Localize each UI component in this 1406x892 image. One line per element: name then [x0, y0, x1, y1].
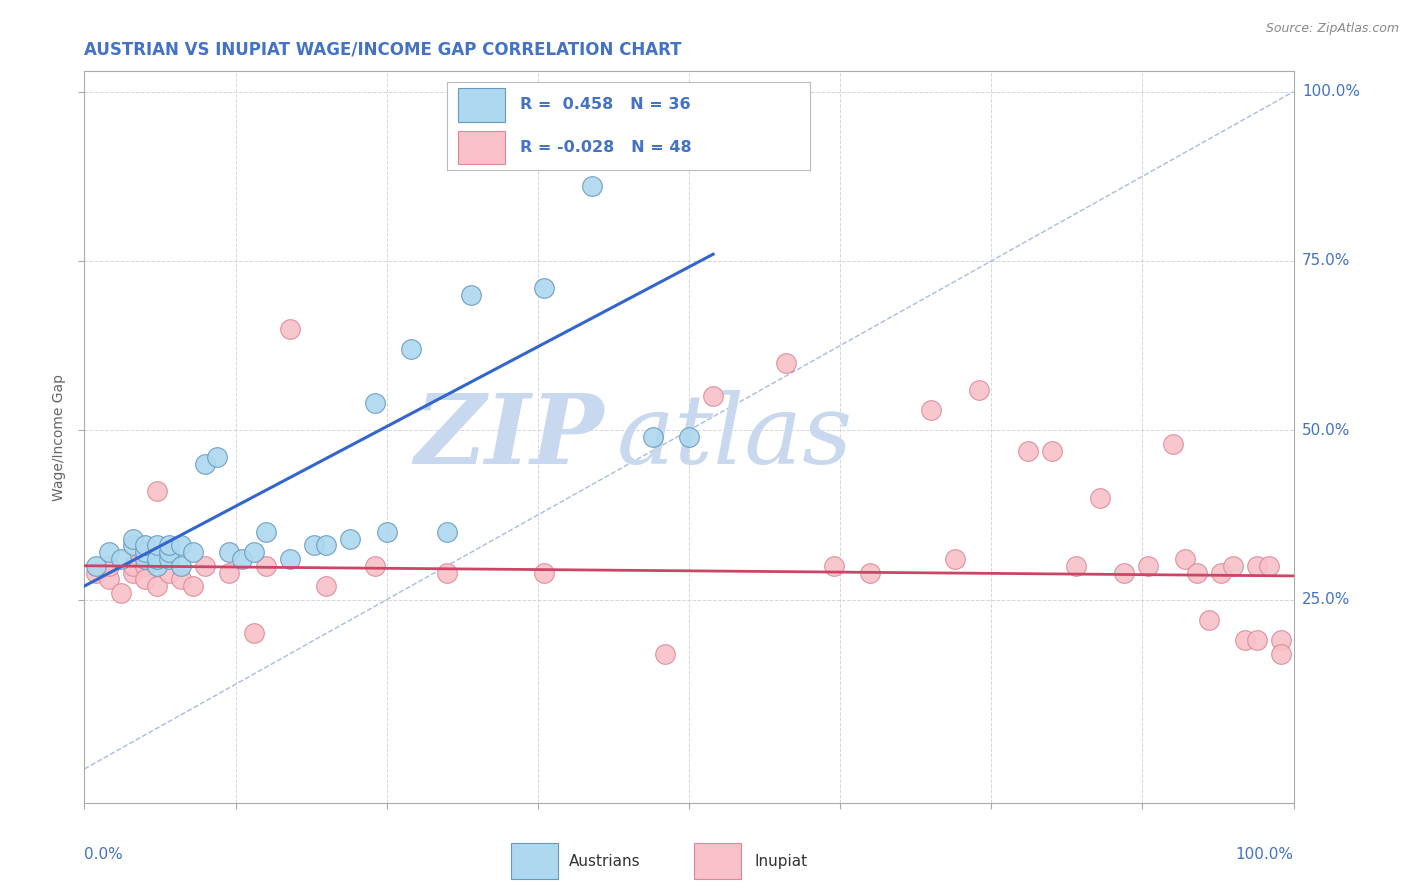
Text: 50.0%: 50.0%	[1302, 423, 1350, 438]
Point	[1234, 633, 1257, 648]
Point	[254, 524, 277, 539]
Text: 25.0%: 25.0%	[1302, 592, 1350, 607]
Point	[278, 552, 301, 566]
Point	[641, 430, 664, 444]
Point	[775, 355, 797, 369]
Point	[533, 566, 555, 580]
Point	[134, 538, 156, 552]
Point	[278, 322, 301, 336]
Point	[436, 524, 458, 539]
Point	[363, 558, 385, 573]
Point	[134, 558, 156, 573]
Point	[170, 558, 193, 573]
Point	[146, 484, 169, 499]
Point	[157, 552, 180, 566]
Point	[1258, 558, 1281, 573]
Point	[1270, 647, 1292, 661]
Point	[1185, 566, 1208, 580]
Point	[1222, 558, 1244, 573]
Point	[920, 403, 942, 417]
Point	[315, 538, 337, 552]
Point	[1174, 552, 1197, 566]
Point	[1246, 633, 1268, 648]
Point	[315, 579, 337, 593]
Point	[254, 558, 277, 573]
Point	[436, 566, 458, 580]
Point	[146, 579, 169, 593]
Point	[460, 288, 482, 302]
Point	[97, 558, 120, 573]
Point	[134, 545, 156, 559]
Point	[533, 281, 555, 295]
Point	[194, 558, 217, 573]
Point	[134, 552, 156, 566]
Point	[157, 545, 180, 559]
Point	[146, 552, 169, 566]
Point	[1114, 566, 1136, 580]
Text: 100.0%: 100.0%	[1302, 84, 1360, 99]
Point	[110, 586, 132, 600]
Point	[170, 572, 193, 586]
Point	[1064, 558, 1087, 573]
Point	[678, 430, 700, 444]
Point	[399, 342, 422, 356]
Point	[86, 558, 108, 573]
Point	[1270, 633, 1292, 648]
Point	[146, 538, 169, 552]
Point	[581, 179, 603, 194]
Point	[339, 532, 361, 546]
Point	[242, 626, 264, 640]
Point	[242, 545, 264, 559]
Point	[859, 566, 882, 580]
Point	[121, 538, 143, 552]
Text: 100.0%: 100.0%	[1236, 847, 1294, 862]
Point	[1161, 437, 1184, 451]
Point	[170, 538, 193, 552]
Text: ZIP: ZIP	[415, 390, 605, 484]
Text: atlas: atlas	[616, 390, 852, 484]
Point	[207, 450, 229, 465]
Point	[218, 545, 240, 559]
Point	[823, 558, 845, 573]
Point	[97, 572, 120, 586]
Text: 0.0%: 0.0%	[84, 847, 124, 862]
Point	[967, 383, 990, 397]
Point	[1246, 558, 1268, 573]
Point	[86, 566, 108, 580]
Point	[231, 552, 253, 566]
Point	[121, 558, 143, 573]
Point	[363, 396, 385, 410]
Point	[702, 389, 724, 403]
Point	[181, 579, 204, 593]
Point	[110, 552, 132, 566]
Point	[181, 545, 204, 559]
Point	[157, 538, 180, 552]
Text: AUSTRIAN VS INUPIAT WAGE/INCOME GAP CORRELATION CHART: AUSTRIAN VS INUPIAT WAGE/INCOME GAP CORR…	[84, 40, 682, 58]
Point	[146, 558, 169, 573]
Y-axis label: Wage/Income Gap: Wage/Income Gap	[52, 374, 66, 500]
Text: 75.0%: 75.0%	[1302, 253, 1350, 268]
Point	[97, 545, 120, 559]
Point	[1198, 613, 1220, 627]
Point	[134, 572, 156, 586]
Point	[1088, 491, 1111, 505]
Point	[121, 532, 143, 546]
Point	[375, 524, 398, 539]
Point	[654, 647, 676, 661]
Point	[194, 457, 217, 471]
Point	[1017, 443, 1039, 458]
Point	[1040, 443, 1063, 458]
Point	[1209, 566, 1232, 580]
Point	[218, 566, 240, 580]
Point	[1137, 558, 1160, 573]
Point	[302, 538, 325, 552]
Text: Source: ZipAtlas.com: Source: ZipAtlas.com	[1265, 22, 1399, 36]
Point	[157, 566, 180, 580]
Point	[121, 566, 143, 580]
Point	[943, 552, 966, 566]
